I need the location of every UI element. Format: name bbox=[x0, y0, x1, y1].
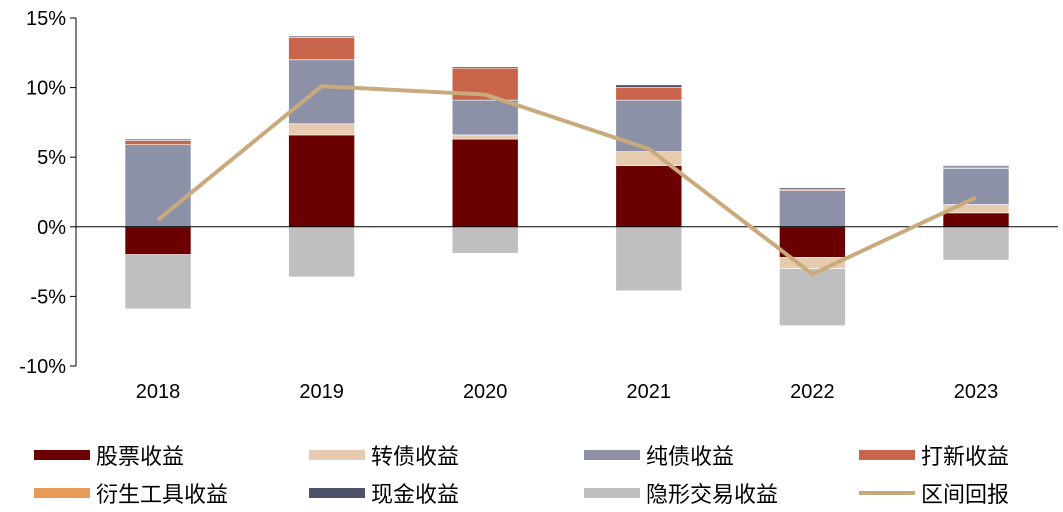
bar-segment-2018-6 bbox=[124, 254, 192, 310]
bar-segment-2021-5 bbox=[615, 84, 683, 88]
legend-item: 隐形交易收益 bbox=[584, 476, 778, 510]
bar-segment-2019-0 bbox=[288, 134, 355, 228]
bar-segment-2023-5 bbox=[942, 165, 1010, 168]
legend-swatch bbox=[309, 450, 365, 460]
bar-segment-2021-6 bbox=[615, 226, 683, 292]
bar-segment-2020-0 bbox=[451, 138, 519, 228]
legend-swatch bbox=[584, 450, 640, 460]
bar-segment-2022-5 bbox=[779, 187, 846, 190]
x-tick-label: 2021 bbox=[627, 381, 672, 403]
bars-layer bbox=[124, 35, 1010, 326]
x-tick-label: 2020 bbox=[463, 381, 508, 403]
line-series-interval-return bbox=[156, 84, 977, 277]
legend-swatch bbox=[34, 450, 90, 460]
bar-segment-2023-0 bbox=[942, 212, 1010, 228]
legend-swatch bbox=[859, 491, 915, 495]
bar-segment-2020-6 bbox=[451, 226, 519, 254]
y-tick-label: -10% bbox=[19, 356, 66, 378]
legend-swatch bbox=[34, 488, 90, 498]
bar-segment-2019-2 bbox=[288, 59, 355, 125]
y-tick-label: 5% bbox=[37, 147, 66, 169]
legend-item: 衍生工具收益 bbox=[34, 476, 228, 510]
legend-label: 现金收益 bbox=[371, 483, 460, 508]
bar-segment-2021-0 bbox=[615, 165, 683, 228]
legend: 股票收益 转债收益 纯债收益 打新收益衍生工具收益 现金收益 隐形交易收益 区间回报 bbox=[0, 438, 1063, 512]
bar-segment-2019-5 bbox=[288, 35, 355, 38]
bar-segment-2018-0 bbox=[124, 226, 192, 255]
axes-layer: -10% -5% 0% 5% 10% 15% 2018 2019 2020 2021 2022 202… bbox=[19, 8, 1058, 403]
bar-segment-2022-0 bbox=[779, 226, 846, 258]
legend-label: 股票收益 bbox=[96, 445, 185, 470]
legend-label: 纯债收益 bbox=[646, 445, 735, 470]
legend-swatch bbox=[309, 488, 365, 498]
x-tick-label: 2019 bbox=[299, 381, 344, 403]
line-layer bbox=[156, 84, 977, 277]
y-tick-label: 10% bbox=[26, 78, 66, 100]
x-tick-label: 2023 bbox=[954, 381, 999, 403]
bar-segment-2018-3 bbox=[124, 140, 192, 145]
legend-swatch bbox=[584, 488, 640, 498]
bar-segment-2018-5 bbox=[124, 138, 192, 141]
bar-segment-2022-6 bbox=[779, 268, 846, 326]
bar-segment-2020-5 bbox=[451, 66, 519, 69]
bar-segment-2020-2 bbox=[451, 99, 519, 136]
bar-segment-2022-2 bbox=[779, 190, 846, 228]
legend-label: 打新收益 bbox=[921, 445, 1010, 470]
legend-item: 现金收益 bbox=[309, 476, 459, 510]
y-tick-label: 15% bbox=[26, 8, 66, 30]
legend-label: 转债收益 bbox=[371, 445, 460, 470]
bar-segment-2021-2 bbox=[615, 99, 683, 152]
legend-label: 衍生工具收益 bbox=[96, 483, 229, 508]
bar-segment-2021-1 bbox=[615, 151, 683, 166]
legend-item: 区间回报 bbox=[859, 476, 1009, 510]
bar-segment-2019-1 bbox=[288, 123, 355, 136]
legend-swatch bbox=[859, 450, 915, 460]
legend-label: 隐形交易收益 bbox=[646, 483, 779, 508]
bar-segment-2018-2 bbox=[124, 144, 192, 228]
legend-item: 打新收益 bbox=[859, 438, 1009, 472]
x-tick-label: 2022 bbox=[790, 381, 835, 403]
bar-segment-2023-6 bbox=[942, 226, 1010, 261]
legend-label: 区间回报 bbox=[921, 483, 1010, 508]
bar-segment-2019-3 bbox=[288, 37, 355, 61]
x-tick-label: 2018 bbox=[136, 381, 181, 403]
bar-segment-2020-1 bbox=[451, 134, 519, 140]
legend-item: 转债收益 bbox=[309, 438, 459, 472]
bar-segment-2021-3 bbox=[615, 87, 683, 101]
y-tick-label: -5% bbox=[30, 286, 66, 308]
legend-item: 纯债收益 bbox=[584, 438, 734, 472]
bar-segment-2019-6 bbox=[288, 226, 355, 278]
y-tick-label: 0% bbox=[37, 217, 66, 239]
legend-item: 股票收益 bbox=[34, 438, 184, 472]
